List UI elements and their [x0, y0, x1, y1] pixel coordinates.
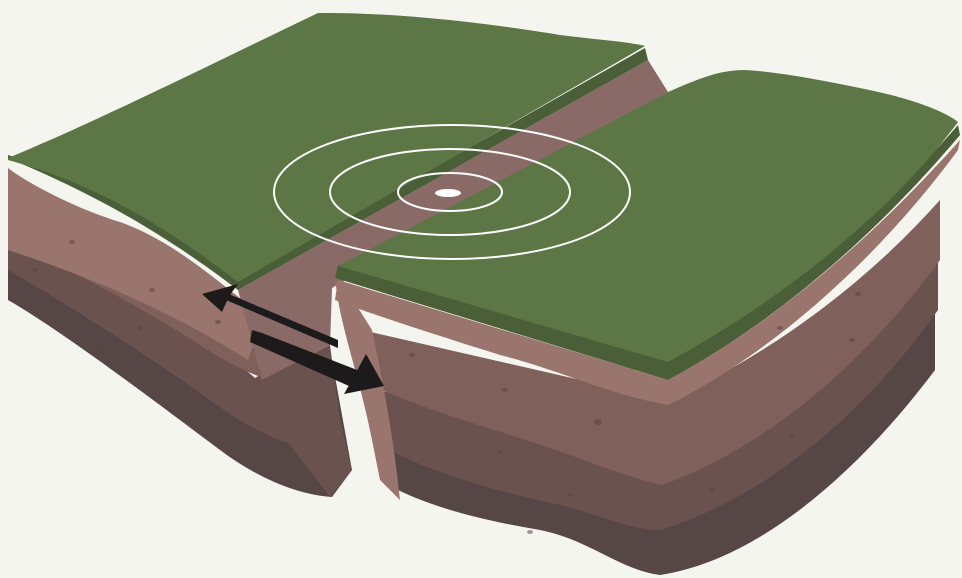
right-block-soil-mid — [360, 200, 940, 485]
double-headed-arrow-pair — [202, 284, 384, 394]
right-block-soil-deep — [380, 280, 935, 575]
right-block-soil-top — [335, 140, 960, 405]
left-block-grass-top — [8, 12, 645, 283]
concentric-ripple-icon — [273, 124, 631, 260]
soil-speckles — [32, 240, 861, 534]
right-block — [335, 70, 960, 575]
epicenter-dot — [435, 189, 461, 197]
left-block-soil-top — [8, 168, 262, 360]
ripple-middle — [329, 148, 571, 236]
right-block-grass-edge — [335, 125, 960, 380]
ripple-outer — [273, 124, 631, 260]
right-block-soil-dark — [372, 240, 938, 530]
arrow-left-motion — [202, 284, 338, 348]
ripple-inner — [397, 172, 503, 212]
left-block-fault-shadow — [262, 345, 352, 497]
left-block-fault-face — [238, 60, 668, 380]
right-block-grass-top — [338, 70, 958, 362]
arrow-right-motion — [250, 330, 384, 394]
right-block-front-edge — [335, 280, 400, 500]
